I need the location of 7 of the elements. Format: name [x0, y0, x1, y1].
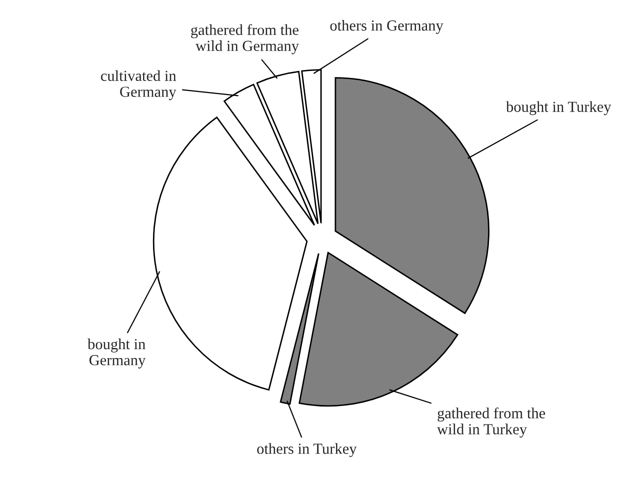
slice-label: others in Germany	[330, 20, 444, 34]
slice-label: bought in Germany	[88, 338, 146, 368]
slice-label: gathered from the wild in Turkey	[437, 407, 546, 438]
slice-label: bought in Turkey	[506, 101, 612, 116]
slice-label: cultivated in Germany	[100, 70, 176, 100]
slice-label: others in Turkey	[257, 443, 357, 458]
slice-label: gathered from the wild in Germany	[191, 24, 299, 54]
